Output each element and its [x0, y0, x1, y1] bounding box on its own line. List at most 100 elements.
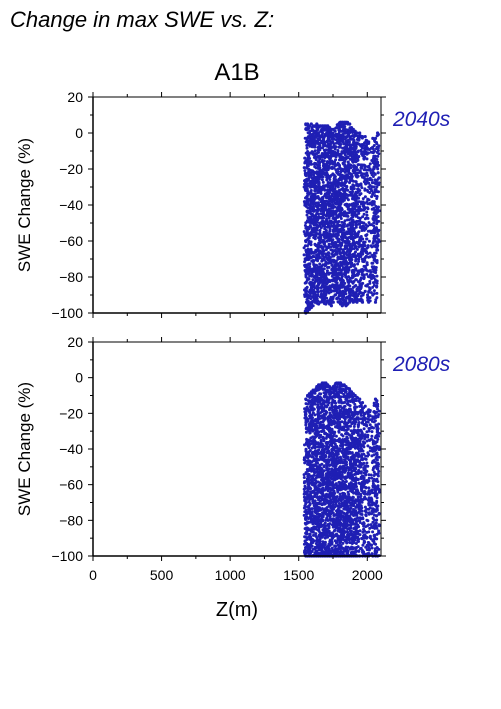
data-point [373, 149, 376, 153]
data-point [328, 392, 332, 396]
data-point [322, 159, 326, 163]
data-point [367, 185, 371, 189]
data-point [321, 180, 325, 184]
data-point [327, 509, 331, 513]
data-point [322, 223, 326, 227]
data-point [305, 289, 309, 293]
data-point [356, 288, 360, 292]
data-point [341, 295, 345, 299]
data-point [343, 256, 347, 260]
data-point [321, 254, 325, 258]
data-point [368, 251, 372, 255]
data-point [319, 212, 323, 216]
data-point [344, 211, 347, 215]
data-point [311, 464, 315, 468]
data-point [369, 270, 373, 274]
data-point [327, 449, 331, 453]
data-point [308, 405, 312, 409]
data-point [332, 507, 335, 511]
data-point [312, 459, 316, 463]
data-point [374, 251, 378, 255]
data-point [303, 407, 307, 411]
data-point [306, 247, 310, 251]
data-point [375, 291, 379, 295]
data-point [370, 178, 374, 182]
data-point [362, 243, 366, 247]
data-point [367, 300, 371, 304]
data-point [325, 253, 329, 257]
data-point [312, 259, 316, 263]
data-point [304, 186, 308, 189]
figure-title: Change in max SWE vs. Z: [10, 7, 274, 32]
data-point [326, 458, 330, 462]
data-point [356, 262, 360, 266]
data-point [341, 266, 345, 270]
data-point [330, 435, 334, 439]
data-point [352, 187, 356, 191]
data-point [374, 259, 378, 263]
data-point [319, 438, 323, 442]
data-point [317, 183, 321, 186]
data-point [363, 207, 367, 211]
data-point [360, 221, 364, 225]
data-point [327, 265, 331, 269]
data-point [344, 202, 348, 206]
data-point [322, 216, 326, 220]
data-point [354, 180, 358, 184]
data-point [317, 426, 321, 430]
data-point [314, 286, 317, 290]
data-point [344, 292, 348, 296]
data-point [328, 258, 332, 262]
data-point [326, 289, 330, 293]
data-point [310, 135, 314, 139]
y-tick-label: 20 [67, 89, 83, 105]
data-point [344, 275, 348, 279]
data-point [344, 288, 348, 292]
data-point [377, 152, 381, 156]
data-point [337, 294, 341, 298]
data-point [367, 165, 371, 169]
data-point [325, 132, 329, 136]
data-point [344, 259, 348, 263]
data-point [365, 181, 369, 185]
data-point [324, 236, 328, 240]
data-point [333, 175, 337, 179]
data-point [303, 156, 307, 160]
data-point [306, 237, 310, 241]
data-point [321, 175, 325, 179]
data-point [305, 531, 309, 535]
data-point [315, 225, 319, 229]
data-point [328, 284, 332, 288]
data-point [328, 280, 332, 283]
data-point [342, 198, 346, 202]
data-point [310, 510, 314, 514]
data-point [321, 435, 325, 439]
data-point [330, 197, 334, 201]
data-point [326, 489, 330, 493]
data-point [344, 251, 348, 255]
data-point [312, 156, 316, 159]
data-point [363, 289, 367, 293]
data-point [376, 177, 380, 181]
data-point [365, 233, 369, 237]
data-point [321, 269, 325, 273]
data-point [318, 463, 322, 467]
data-point [375, 284, 379, 288]
data-point [330, 546, 334, 550]
data-point [352, 159, 356, 163]
data-point [335, 252, 339, 256]
data-point [346, 188, 350, 192]
data-point [318, 249, 322, 253]
data-point [344, 267, 348, 271]
data-point [302, 253, 306, 257]
data-point [325, 444, 329, 448]
data-point [369, 187, 373, 191]
data-point [350, 232, 354, 236]
data-point [335, 215, 339, 219]
data-point [355, 247, 359, 251]
data-point [321, 519, 325, 523]
data-point [370, 203, 374, 207]
data-point [348, 221, 352, 225]
data-point [346, 160, 350, 164]
data-point [318, 539, 322, 543]
